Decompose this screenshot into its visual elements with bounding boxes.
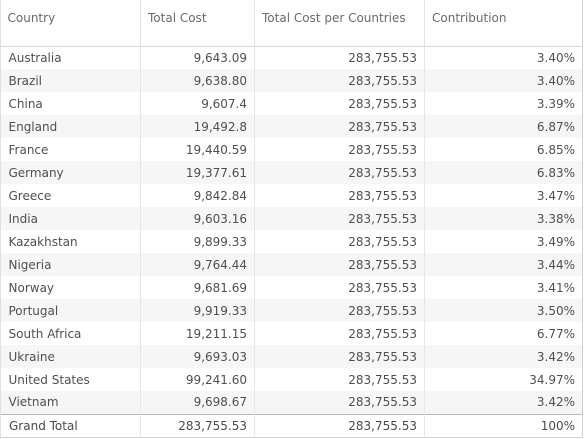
- cell-total-cost-per-countries: 283,755.53: [254, 115, 425, 138]
- table-left-border: [0, 0, 1, 439]
- cell-total-cost-per-countries: 283,755.53: [254, 69, 425, 92]
- cell-total-cost-per-countries: 283,755.53: [254, 253, 425, 276]
- table-row: Australia 9,643.09 283,755.53 3.40%: [0, 46, 583, 69]
- cell-total-cost: 9,842.84: [140, 184, 255, 207]
- cell-country: Australia: [0, 46, 141, 69]
- cell-country: Ukraine: [0, 345, 141, 368]
- cell-contribution: 6.77%: [424, 322, 583, 345]
- table-row: China 9,607.4 283,755.53 3.39%: [0, 92, 583, 115]
- cell-total-cost: 9,643.09: [140, 46, 255, 69]
- cell-contribution: 3.40%: [424, 69, 583, 92]
- cell-contribution: 34.97%: [424, 368, 583, 391]
- cell-contribution: 6.87%: [424, 115, 583, 138]
- cell-contribution: 3.41%: [424, 276, 583, 299]
- table-row: France 19,440.59 283,755.53 6.85%: [0, 138, 583, 161]
- cell-total-cost-per-countries: 283,755.53: [254, 184, 425, 207]
- cell-total-cost: 19,377.61: [140, 161, 255, 184]
- cell-total-cost-per-countries: 283,755.53: [254, 138, 425, 161]
- table-row: Norway 9,681.69 283,755.53 3.41%: [0, 276, 583, 299]
- cell-total-cost-per-countries: 283,755.53: [254, 322, 425, 345]
- table-row: India 9,603.16 283,755.53 3.38%: [0, 207, 583, 230]
- cell-total-cost-per-countries: 283,755.53: [254, 92, 425, 115]
- cell-total-cost-per-countries: 283,755.53: [254, 368, 425, 391]
- grand-total-row: Grand Total 283,755.53 283,755.53 100%: [0, 413, 583, 437]
- cell-total-cost: 19,440.59: [140, 138, 255, 161]
- cell-total-cost-per-countries: 283,755.53: [254, 345, 425, 368]
- cell-country: England: [0, 115, 141, 138]
- cell-country: France: [0, 138, 141, 161]
- table-row: Germany 19,377.61 283,755.53 6.83%: [0, 161, 583, 184]
- cell-total-cost: 99,241.60: [140, 368, 255, 391]
- column-header-total-cost-per-countries[interactable]: Total Cost per Countries: [254, 0, 425, 47]
- cell-contribution: 6.85%: [424, 138, 583, 161]
- table-body: Australia 9,643.09 283,755.53 3.40% Brazil 9…: [0, 46, 583, 414]
- cell-contribution: 6.83%: [424, 161, 583, 184]
- cell-country: Greece: [0, 184, 141, 207]
- cell-country: Norway: [0, 276, 141, 299]
- cell-total-cost-per-countries: 283,755.53: [254, 207, 425, 230]
- column-header-contribution[interactable]: Contribution: [424, 0, 583, 47]
- cell-total-cost: 19,492.8: [140, 115, 255, 138]
- table-row: England 19,492.8 283,755.53 6.87%: [0, 115, 583, 138]
- cell-contribution: 3.47%: [424, 184, 583, 207]
- table-row: Portugal 9,919.33 283,755.53 3.50%: [0, 299, 583, 322]
- table-row: Kazakhstan 9,899.33 283,755.53 3.49%: [0, 230, 583, 253]
- header-row: Country Total Cost Total Cost per Countr…: [0, 0, 583, 47]
- cell-contribution: 3.49%: [424, 230, 583, 253]
- column-header-country[interactable]: Country: [0, 0, 141, 47]
- cell-country: Germany: [0, 161, 141, 184]
- cell-total-cost: 19,211.15: [140, 322, 255, 345]
- cell-contribution: 3.40%: [424, 46, 583, 69]
- cell-contribution: 3.44%: [424, 253, 583, 276]
- table-row: Nigeria 9,764.44 283,755.53 3.44%: [0, 253, 583, 276]
- cell-total-cost: 9,899.33: [140, 230, 255, 253]
- cell-contribution: 3.50%: [424, 299, 583, 322]
- cell-total-cost: 9,698.67: [140, 391, 255, 414]
- cell-country: Vietnam: [0, 391, 141, 414]
- cell-country: China: [0, 92, 141, 115]
- column-header-total-cost[interactable]: Total Cost: [140, 0, 255, 47]
- cell-contribution: 3.42%: [424, 391, 583, 414]
- cell-total-cost-per-countries: 283,755.53: [254, 46, 425, 69]
- grand-total-per-countries: 283,755.53: [254, 413, 425, 437]
- cell-country: South Africa: [0, 322, 141, 345]
- cell-country: Portugal: [0, 299, 141, 322]
- cell-total-cost: 9,603.16: [140, 207, 255, 230]
- grand-total-label: Grand Total: [0, 413, 141, 437]
- cell-country: Nigeria: [0, 253, 141, 276]
- cell-total-cost: 9,919.33: [140, 299, 255, 322]
- table-row: South Africa 19,211.15 283,755.53 6.77%: [0, 322, 583, 345]
- cell-country: Brazil: [0, 69, 141, 92]
- cell-total-cost-per-countries: 283,755.53: [254, 230, 425, 253]
- cell-total-cost: 9,764.44: [140, 253, 255, 276]
- grand-total-contribution: 100%: [424, 413, 583, 437]
- cell-total-cost: 9,693.03: [140, 345, 255, 368]
- table-row: Greece 9,842.84 283,755.53 3.47%: [0, 184, 583, 207]
- cell-total-cost-per-countries: 283,755.53: [254, 391, 425, 414]
- cell-total-cost-per-countries: 283,755.53: [254, 161, 425, 184]
- cell-contribution: 3.39%: [424, 92, 583, 115]
- cell-total-cost: 9,607.4: [140, 92, 255, 115]
- cell-total-cost-per-countries: 283,755.53: [254, 299, 425, 322]
- table-row: Vietnam 9,698.67 283,755.53 3.42%: [0, 391, 583, 414]
- cell-total-cost-per-countries: 283,755.53: [254, 276, 425, 299]
- grand-total-total-cost: 283,755.53: [140, 413, 255, 437]
- cell-contribution: 3.42%: [424, 345, 583, 368]
- cell-total-cost: 9,638.80: [140, 69, 255, 92]
- table-row: Brazil 9,638.80 283,755.53 3.40%: [0, 69, 583, 92]
- cell-contribution: 3.38%: [424, 207, 583, 230]
- table-row: Ukraine 9,693.03 283,755.53 3.42%: [0, 345, 583, 368]
- cell-country: Kazakhstan: [0, 230, 141, 253]
- cell-total-cost: 9,681.69: [140, 276, 255, 299]
- cell-country: United States: [0, 368, 141, 391]
- cell-country: India: [0, 207, 141, 230]
- table-row: United States 99,241.60 283,755.53 34.97%: [0, 368, 583, 391]
